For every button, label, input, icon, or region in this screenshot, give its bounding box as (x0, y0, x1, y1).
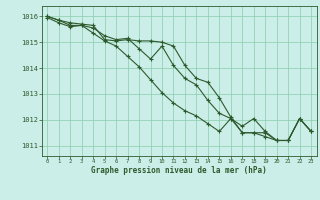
X-axis label: Graphe pression niveau de la mer (hPa): Graphe pression niveau de la mer (hPa) (91, 166, 267, 175)
